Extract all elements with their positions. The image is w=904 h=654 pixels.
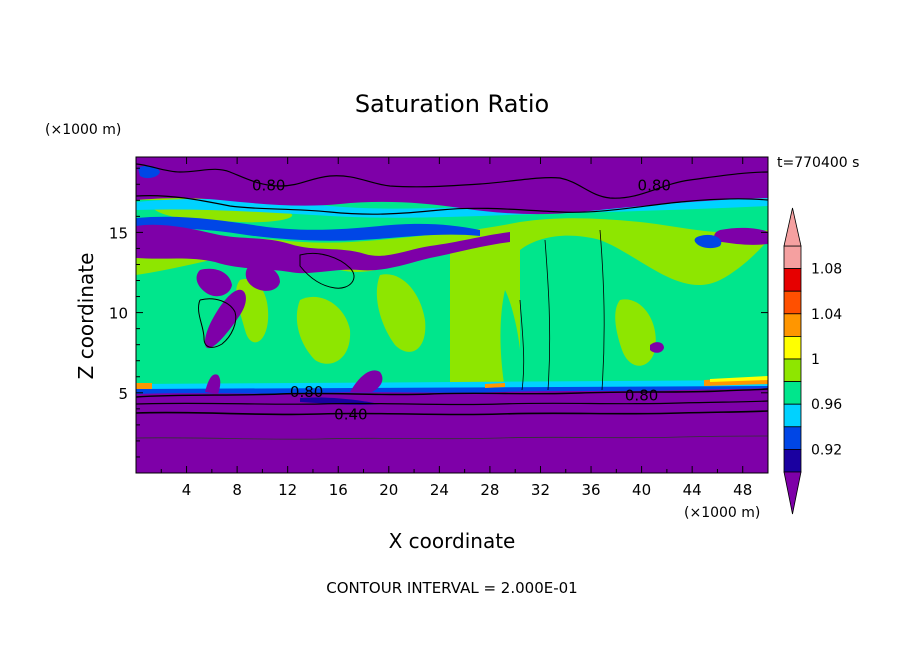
x-tick-label: 12 (278, 481, 297, 499)
contour-vertical-1 (519, 299, 525, 391)
x-axis-label: X coordinate (389, 529, 516, 553)
x-tick-label: 32 (531, 481, 550, 499)
x-tick-label: 4 (182, 481, 192, 499)
x-tick-label: 40 (632, 481, 651, 499)
colorbar-tick-label: 0.96 (811, 397, 842, 413)
x-tick-label: 28 (480, 481, 499, 499)
colorbar-bin (783, 426, 802, 450)
colorbar-bin (783, 403, 802, 428)
contour-wiggle-left (198, 298, 237, 348)
x-axis: 4 8 12 16 20 24 28 32 36 40 44 48 (160, 157, 752, 499)
y-tick-label: 5 (118, 385, 128, 403)
contour-080-low (136, 388, 768, 398)
region-yellowgreen-patch-4 (615, 299, 656, 366)
contour-080-top (136, 163, 768, 199)
contour-020 (136, 435, 768, 440)
y-axis: 5 10 15 (109, 167, 768, 458)
region-purple-right (714, 227, 768, 245)
region-lower-dry (136, 388, 768, 473)
region-green-streak-1 (500, 290, 522, 390)
colorbar-bin (783, 381, 802, 405)
contour-080-upper-band (136, 195, 768, 215)
region-purple-intrusion-1 (205, 374, 221, 394)
y-tick-label: 10 (109, 305, 128, 323)
region-purple-patch-a (196, 268, 232, 297)
region-green-streak-2 (568, 250, 587, 390)
colorbar-tick-label: 1.04 (811, 307, 842, 323)
contour-label: 0.80 (625, 386, 658, 404)
x-tick-label: 48 (733, 481, 752, 499)
x-tick-label: 8 (232, 481, 242, 499)
contour-field: 0.80 0.80 0.80 0.80 0.40 (136, 157, 768, 473)
colorbar-bin (783, 290, 802, 315)
chart-title: Saturation Ratio (355, 90, 549, 118)
plot-frame (135, 156, 769, 474)
contour-label: 0.40 (334, 406, 367, 424)
y-tick-label: 15 (109, 224, 128, 242)
colorbar-under-triangle (783, 471, 802, 515)
x-tick-label: 44 (683, 481, 702, 499)
region-blue-right (694, 234, 722, 249)
contour-vertical-3 (599, 229, 605, 391)
colorbar-tick-label: 0.92 (811, 442, 842, 458)
contour-lines (136, 163, 768, 440)
contour-label: 0.80 (290, 383, 323, 401)
region-mid-green (136, 300, 190, 390)
colorbar-bin (783, 245, 802, 270)
region-purple-blob-right (650, 342, 664, 353)
colorbar-tick-label: 1.08 (811, 262, 842, 278)
y-units-label: (×1000 m) (45, 122, 121, 138)
colorbar-bin (783, 313, 802, 337)
y-axis-label: Z coordinate (74, 253, 98, 380)
contour-label: 0.80 (252, 176, 285, 194)
region-yellowgreen-patch-2 (296, 296, 351, 364)
colorbar-bin (783, 268, 802, 292)
colorbar: 0.92 0.96 1 1.04 1.08 (783, 207, 842, 515)
colorbar-bin (783, 358, 802, 383)
colorbar-over-triangle (783, 207, 802, 247)
region-orange-left (136, 383, 152, 389)
x-tick-label: 24 (430, 481, 449, 499)
footer-contour-interval: CONTOUR INTERVAL = 2.000E-01 (326, 579, 577, 597)
contour-vertical-2 (544, 239, 551, 391)
region-blue-spot (138, 165, 160, 179)
colorbar-bin (783, 335, 802, 360)
colorbar-bin (783, 448, 802, 473)
contour-040 (136, 410, 768, 416)
region-orange-mid (485, 383, 505, 388)
region-blue-edge-upper (136, 216, 480, 241)
x-units-label: (×1000 m) (684, 505, 760, 521)
contour-label: 0.80 (638, 176, 671, 194)
contour-060 (136, 400, 768, 406)
x-tick-label: 16 (329, 481, 348, 499)
region-purple-intrusion-2 (350, 370, 383, 392)
x-tick-label: 36 (581, 481, 600, 499)
contour-wiggle-mid (299, 253, 355, 289)
colorbar-tick-label: 1 (811, 352, 820, 368)
time-label: t=770400 s (777, 155, 859, 171)
x-tick-label: 20 (379, 481, 398, 499)
region-yellowgreen-patch-3 (376, 274, 426, 352)
region-purple-streak (204, 289, 246, 349)
region-purple-patch-b (245, 264, 280, 291)
contour-label-layer: 0.80 0.80 0.80 0.80 0.40 (252, 176, 671, 423)
region-yellow-right (710, 376, 768, 382)
region-purple-band (136, 224, 510, 274)
